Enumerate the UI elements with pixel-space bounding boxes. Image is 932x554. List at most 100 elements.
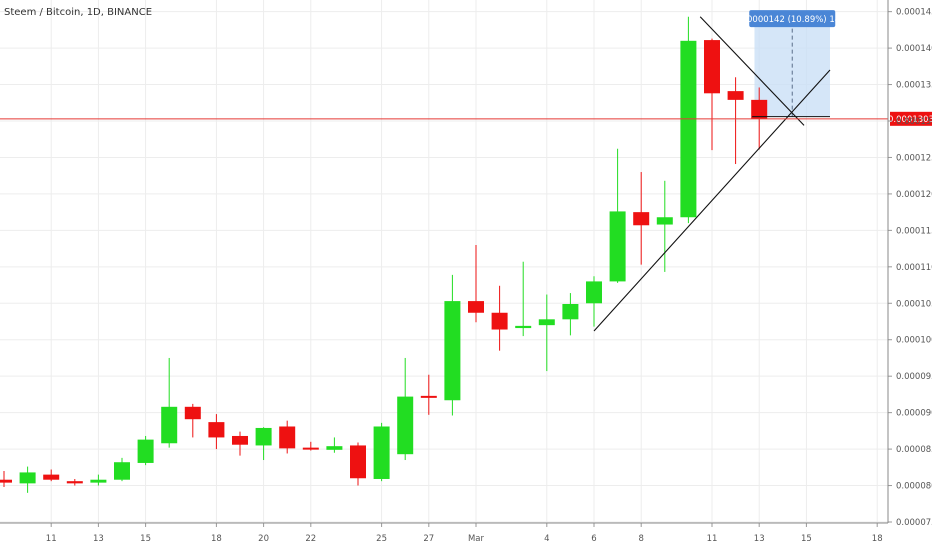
x-tick-label: Mar bbox=[468, 534, 485, 544]
x-tick-label: 18 bbox=[872, 534, 883, 544]
candle-body bbox=[326, 446, 343, 450]
candle-down[interactable] bbox=[727, 77, 744, 165]
candle-up[interactable] bbox=[586, 276, 602, 327]
candle-down[interactable] bbox=[633, 172, 650, 265]
candle-down[interactable] bbox=[232, 431, 248, 456]
y-tick-label: 0.0001050 bbox=[896, 299, 932, 309]
candle-body bbox=[680, 40, 697, 218]
y-tick-label: 0.0001300 bbox=[896, 117, 932, 127]
candle-up[interactable] bbox=[161, 357, 178, 448]
candle-body bbox=[90, 479, 107, 483]
candle-down[interactable] bbox=[0, 470, 12, 488]
candle-up[interactable] bbox=[538, 294, 555, 372]
current-price-line: 0.0001303 bbox=[0, 111, 932, 126]
candle-body bbox=[468, 301, 484, 313]
x-tick-label: 27 bbox=[423, 534, 434, 544]
candle-body bbox=[704, 40, 720, 94]
y-tick-label: 0.0001250 bbox=[896, 153, 932, 163]
x-tick-label: 4 bbox=[544, 534, 549, 544]
candle-body bbox=[66, 481, 83, 484]
y-tick-label: 0.0001400 bbox=[896, 44, 932, 54]
price-label: 0.0001303 bbox=[888, 115, 932, 125]
candle-down[interactable] bbox=[43, 469, 60, 482]
candle-body bbox=[114, 462, 130, 480]
candle-body bbox=[562, 304, 579, 320]
candle-body bbox=[420, 395, 437, 398]
candle-body bbox=[302, 447, 319, 450]
y-tick-label: 0.0000750 bbox=[896, 518, 932, 528]
candle-up[interactable] bbox=[137, 435, 154, 466]
candle-up[interactable] bbox=[114, 457, 130, 482]
candle-body bbox=[633, 212, 650, 226]
candle-up[interactable] bbox=[680, 16, 697, 224]
candle-body bbox=[727, 91, 744, 100]
y-tick-label: 0.0001450 bbox=[896, 8, 932, 18]
y-tick-label: 0.0001200 bbox=[896, 190, 932, 200]
candle-up[interactable] bbox=[326, 437, 343, 453]
candle-body bbox=[538, 319, 555, 326]
candle-down[interactable] bbox=[184, 403, 201, 438]
y-tick-label: 0.0001000 bbox=[896, 336, 932, 346]
candle-up[interactable] bbox=[397, 357, 414, 461]
y-tick-label: 0.0000800 bbox=[896, 482, 932, 492]
candle-up[interactable] bbox=[562, 293, 579, 336]
x-tick-label: 20 bbox=[258, 534, 269, 544]
candle-up[interactable] bbox=[373, 422, 390, 482]
candle-down[interactable] bbox=[208, 414, 225, 450]
candle-body bbox=[43, 474, 60, 480]
x-tick-label: 15 bbox=[140, 534, 151, 544]
x-tick-label: 22 bbox=[305, 534, 316, 544]
candle-up[interactable] bbox=[90, 474, 107, 486]
trendline-falling-resistance[interactable] bbox=[699, 16, 805, 126]
candle-up[interactable] bbox=[444, 274, 461, 416]
candle-body bbox=[161, 406, 178, 444]
candle-body bbox=[586, 281, 602, 304]
candle-up[interactable] bbox=[19, 466, 36, 493]
measure-label: 0.0000142 (10.89%) 142 bbox=[739, 15, 846, 25]
candle-down[interactable] bbox=[704, 38, 720, 151]
candle-up[interactable] bbox=[255, 427, 272, 461]
candle-body bbox=[373, 426, 390, 479]
candles bbox=[0, 16, 768, 493]
x-tick-label: 11 bbox=[707, 534, 718, 544]
measure-label-box bbox=[749, 10, 836, 28]
candle-body bbox=[444, 301, 461, 401]
candle-down[interactable] bbox=[302, 441, 319, 451]
candle-down[interactable] bbox=[350, 442, 366, 486]
y-tick-label: 0.0001150 bbox=[896, 226, 932, 236]
candle-down[interactable] bbox=[468, 244, 484, 323]
x-tick-label: 13 bbox=[93, 534, 104, 544]
chart-title: Steem / Bitcoin, 1D, BINANCE bbox=[4, 7, 153, 18]
candle-body bbox=[184, 406, 201, 420]
x-tick-label: 15 bbox=[801, 534, 812, 544]
candle-body bbox=[0, 479, 12, 483]
candle-body bbox=[19, 472, 36, 484]
candle-body bbox=[397, 396, 414, 455]
candle-down[interactable] bbox=[279, 420, 296, 454]
candle-body bbox=[279, 426, 296, 449]
price-label-box bbox=[890, 111, 932, 126]
trendline-rising-support[interactable] bbox=[593, 69, 831, 332]
candle-body bbox=[232, 435, 248, 445]
y-tick-label: 0.0000950 bbox=[896, 372, 932, 382]
candle-down[interactable] bbox=[491, 285, 508, 351]
x-tick-label: 11 bbox=[46, 534, 57, 544]
y-tick-label: 0.0000900 bbox=[896, 409, 932, 419]
y-tick-label: 0.0000850 bbox=[896, 445, 932, 455]
x-tick-label: 18 bbox=[211, 534, 222, 544]
candle-down[interactable] bbox=[66, 478, 83, 486]
candle-up[interactable] bbox=[515, 261, 532, 337]
candle-body bbox=[255, 427, 272, 446]
candle-body bbox=[751, 99, 768, 119]
grid bbox=[0, 0, 888, 523]
candle-down[interactable] bbox=[420, 374, 437, 415]
x-tick-label: 6 bbox=[591, 534, 596, 544]
y-tick-label: 0.0001350 bbox=[896, 81, 932, 91]
x-tick-label: 8 bbox=[638, 534, 643, 544]
candle-body bbox=[137, 439, 154, 463]
candle-up[interactable] bbox=[656, 180, 673, 272]
candle-up[interactable] bbox=[609, 148, 626, 283]
